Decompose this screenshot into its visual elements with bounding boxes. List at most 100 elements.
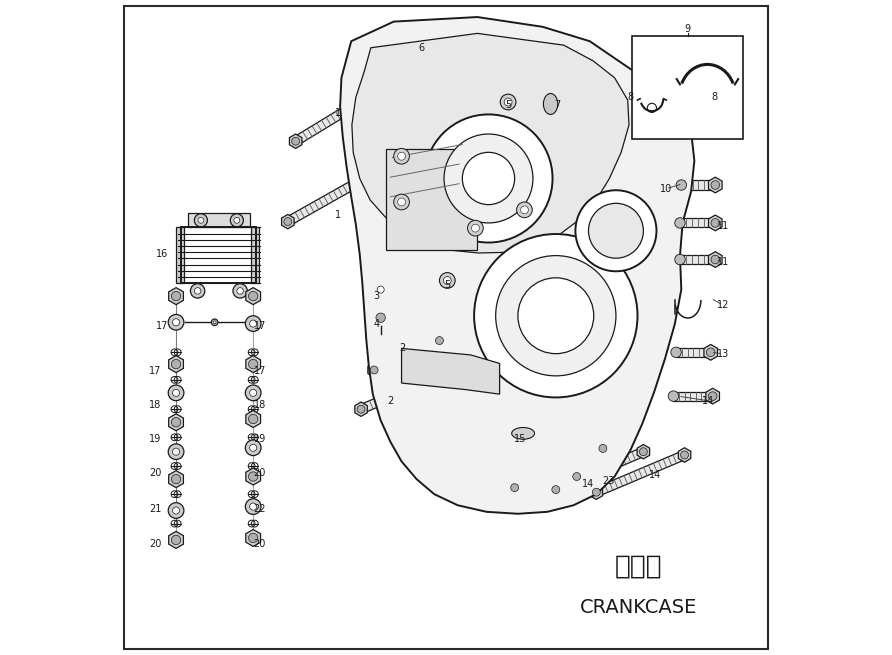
Text: 23: 23 — [602, 476, 615, 486]
Polygon shape — [708, 252, 723, 267]
Circle shape — [169, 502, 184, 518]
Text: CRANKCASE: CRANKCASE — [580, 598, 698, 617]
Circle shape — [245, 498, 261, 514]
Polygon shape — [597, 441, 609, 456]
Circle shape — [422, 24, 429, 31]
Circle shape — [674, 217, 685, 228]
Bar — [632, 36, 743, 140]
Circle shape — [250, 320, 257, 327]
Polygon shape — [289, 134, 301, 149]
Circle shape — [284, 217, 292, 225]
Text: 20: 20 — [149, 468, 161, 477]
Polygon shape — [246, 411, 260, 428]
Circle shape — [398, 153, 406, 160]
Text: 21: 21 — [149, 504, 161, 514]
Circle shape — [169, 385, 184, 401]
Circle shape — [398, 198, 406, 206]
Polygon shape — [368, 363, 380, 377]
Circle shape — [411, 59, 418, 66]
Polygon shape — [419, 22, 431, 35]
Circle shape — [435, 337, 443, 345]
Text: 22: 22 — [253, 504, 266, 514]
Polygon shape — [676, 348, 711, 357]
Text: 5: 5 — [444, 280, 450, 290]
Circle shape — [674, 254, 685, 265]
Circle shape — [425, 115, 552, 242]
Polygon shape — [595, 451, 686, 496]
Circle shape — [245, 440, 261, 456]
Circle shape — [245, 385, 261, 401]
Text: 11: 11 — [717, 221, 730, 231]
Circle shape — [511, 483, 518, 492]
Bar — [181, 227, 257, 283]
Bar — [386, 149, 477, 250]
Text: 16: 16 — [155, 250, 168, 259]
Text: 9: 9 — [685, 24, 691, 34]
Circle shape — [504, 98, 512, 106]
Circle shape — [194, 214, 208, 227]
Circle shape — [393, 194, 409, 210]
Polygon shape — [169, 414, 184, 431]
Text: 17: 17 — [253, 365, 266, 375]
Circle shape — [377, 286, 384, 293]
Polygon shape — [708, 177, 723, 193]
Text: 2: 2 — [400, 343, 406, 354]
Polygon shape — [246, 529, 260, 546]
Circle shape — [245, 316, 261, 331]
Polygon shape — [365, 88, 377, 103]
Circle shape — [711, 219, 720, 227]
Circle shape — [171, 535, 181, 544]
Polygon shape — [434, 333, 446, 348]
Polygon shape — [706, 388, 720, 404]
Polygon shape — [246, 356, 260, 373]
Text: 1: 1 — [335, 108, 342, 118]
Circle shape — [500, 94, 516, 110]
Text: 17: 17 — [253, 321, 266, 331]
Circle shape — [171, 360, 181, 369]
Text: 17: 17 — [149, 365, 161, 375]
Circle shape — [472, 224, 479, 232]
Text: 20: 20 — [253, 468, 266, 477]
Circle shape — [711, 255, 720, 264]
Circle shape — [213, 321, 216, 324]
Circle shape — [172, 448, 179, 455]
Text: 18: 18 — [253, 400, 266, 409]
Circle shape — [292, 138, 300, 145]
Polygon shape — [169, 288, 184, 305]
Circle shape — [475, 234, 638, 398]
Circle shape — [376, 313, 385, 322]
Circle shape — [671, 347, 681, 358]
Polygon shape — [340, 17, 694, 514]
Bar — [252, 227, 259, 283]
Text: 5: 5 — [506, 100, 512, 110]
Text: 13: 13 — [717, 348, 730, 359]
Text: 11: 11 — [717, 257, 730, 267]
Text: 1: 1 — [335, 210, 342, 220]
Circle shape — [250, 503, 257, 510]
Circle shape — [708, 392, 717, 400]
Polygon shape — [401, 348, 500, 394]
Polygon shape — [169, 356, 184, 373]
Polygon shape — [246, 288, 260, 305]
Text: 20: 20 — [149, 540, 161, 550]
Polygon shape — [282, 214, 294, 229]
Circle shape — [676, 179, 687, 190]
Circle shape — [552, 485, 560, 494]
Text: 15: 15 — [515, 434, 526, 443]
Text: 17: 17 — [155, 321, 168, 331]
Circle shape — [249, 291, 258, 301]
Circle shape — [172, 507, 179, 514]
Text: 14: 14 — [702, 396, 714, 405]
Circle shape — [640, 448, 648, 456]
Circle shape — [496, 255, 616, 376]
Circle shape — [370, 366, 378, 374]
Polygon shape — [351, 33, 629, 253]
Polygon shape — [571, 470, 583, 483]
Text: 曲轴筱: 曲轴筱 — [615, 553, 663, 579]
Circle shape — [249, 415, 258, 424]
Ellipse shape — [543, 94, 558, 115]
Polygon shape — [681, 180, 715, 189]
Circle shape — [171, 291, 181, 301]
Circle shape — [250, 444, 257, 451]
Text: 12: 12 — [717, 300, 730, 310]
